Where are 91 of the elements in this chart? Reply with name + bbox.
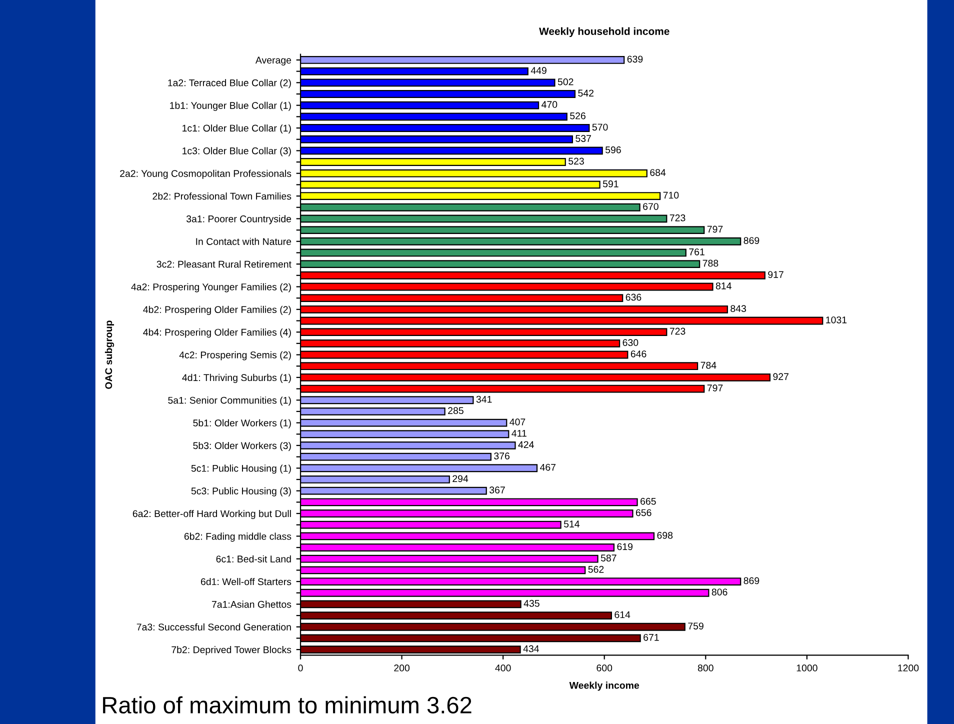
x-tick-label: 1000 — [796, 664, 818, 672]
data-label: 797 — [707, 226, 723, 233]
data-label: 407 — [510, 418, 526, 426]
data-label: 562 — [588, 566, 604, 573]
y-tick-label: 4b4: Prospering Older Families (4) — [143, 328, 291, 338]
data-label: 591 — [602, 180, 618, 188]
chart-title: Weekly household income — [539, 27, 670, 38]
data-label: 784 — [700, 362, 716, 369]
y-tick-label: 1a2: Terraced Blue Collar (2) — [168, 79, 291, 88]
x-tick-label: 0 — [298, 664, 303, 672]
y-tick-label: 4d1: Thriving Suburbs (1) — [182, 374, 291, 383]
data-label: 761 — [689, 248, 704, 256]
data-label: 523 — [568, 158, 584, 165]
y-tick-label: 1b1: Younger Blue Collar (1) — [170, 102, 291, 111]
y-tick-label: 7a1:Asian Ghettos — [212, 600, 292, 608]
y-tick-label: 5b1: Older Workers (1) — [193, 419, 291, 428]
data-label: 285 — [448, 407, 464, 414]
y-tick-label: 4b2: Prospering Older Families (2) — [143, 306, 291, 315]
data-label: 434 — [523, 645, 540, 652]
y-tick-label: 5b3: Older Workers (3) — [193, 442, 291, 451]
data-label: 449 — [530, 67, 546, 74]
data-label: 759 — [688, 622, 704, 630]
data-label: 424 — [518, 441, 534, 448]
y-tick-label: 6a2: Better-off Hard Working but Dull — [132, 510, 291, 520]
x-tick-label: 600 — [596, 664, 612, 672]
y-tick-label: 6b2: Fading middle class — [184, 532, 292, 542]
y-tick-label: Average — [255, 56, 292, 66]
data-label: 684 — [650, 169, 666, 176]
data-label: 542 — [578, 90, 594, 97]
data-label: 698 — [657, 532, 673, 539]
data-label: 788 — [702, 260, 718, 267]
data-label: 467 — [540, 464, 556, 471]
y-tick-label: 2b2: Professional Town Families — [152, 192, 292, 200]
data-label: 927 — [773, 373, 788, 380]
data-label: 470 — [542, 101, 558, 108]
data-label: 1031 — [826, 316, 847, 324]
data-label: 869 — [744, 237, 760, 244]
y-tick-label: 7a3: Successful Second Generation — [136, 623, 291, 630]
data-label: 596 — [606, 146, 621, 154]
data-label: 341 — [476, 396, 492, 403]
y-tick-label: 4c2: Prospering Semis (2) — [179, 351, 291, 360]
y-tick-label: 1c3: Older Blue Collar (3) — [182, 147, 291, 156]
y-tick-label: 3a1: Poorer Countryside — [186, 215, 292, 224]
y-tick-label: 5c1: Public Housing (1) — [191, 464, 291, 474]
data-label: 639 — [627, 56, 643, 63]
data-label: 614 — [614, 611, 630, 618]
y-tick-label: 3c2: Pleasant Rural Retirement — [156, 260, 292, 268]
data-label: 502 — [558, 78, 574, 86]
x-tick-label: 800 — [698, 664, 714, 672]
data-label: 671 — [644, 634, 659, 641]
data-label: 636 — [626, 294, 642, 301]
y-tick-label: 6c1: Bed-sit Land — [216, 555, 291, 562]
data-label: 656 — [636, 509, 652, 516]
y-tick-label: 6d1: Well-off Starters — [201, 578, 292, 586]
data-label: 665 — [640, 498, 656, 505]
y-tick-label: In Contact with Nature — [196, 238, 292, 245]
x-tick-label: 200 — [394, 664, 410, 672]
data-label: 710 — [663, 192, 679, 199]
data-label: 435 — [524, 600, 540, 607]
data-label: 376 — [494, 452, 510, 460]
data-label: 646 — [630, 350, 646, 358]
y-axis-title: OAC subgroup — [104, 320, 114, 389]
data-label: 294 — [452, 475, 468, 482]
x-axis-title: Weekly income — [569, 682, 640, 691]
x-tick-label: 400 — [495, 664, 511, 672]
data-label: 514 — [564, 520, 580, 528]
data-label: 869 — [744, 577, 760, 584]
data-label: 526 — [570, 112, 586, 120]
y-tick-label: 7b2: Deprived Tower Blocks — [172, 646, 292, 656]
y-tick-label: 5c3: Public Housing (3) — [191, 487, 291, 496]
data-label: 843 — [730, 305, 746, 312]
data-label: 917 — [768, 271, 784, 278]
data-label: 797 — [707, 384, 723, 392]
data-label: 619 — [617, 543, 633, 550]
data-label: 587 — [600, 554, 616, 562]
data-label: 570 — [592, 124, 608, 131]
data-label: 814 — [716, 282, 732, 290]
x-tick-label: 1200 — [898, 664, 919, 672]
data-label: 723 — [670, 214, 686, 222]
data-label: 670 — [643, 203, 658, 210]
y-tick-label: 1c1: Older Blue Collar (1) — [182, 124, 291, 134]
y-tick-label: 5a1: Senior Communities (1) — [168, 396, 291, 406]
data-label: 537 — [576, 135, 591, 142]
data-label: 367 — [490, 486, 505, 494]
y-tick-label: 2a2: Young Cosmopolitan Professionals — [120, 170, 292, 179]
data-label: 806 — [712, 588, 728, 596]
data-label: 411 — [512, 430, 526, 437]
text: Ratio of maximum to minimum 3.62 — [103, 696, 472, 714]
data-label: 723 — [670, 328, 686, 335]
data-label: 630 — [622, 339, 638, 346]
y-tick-label: 4a2: Prospering Younger Families (2) — [131, 283, 291, 292]
